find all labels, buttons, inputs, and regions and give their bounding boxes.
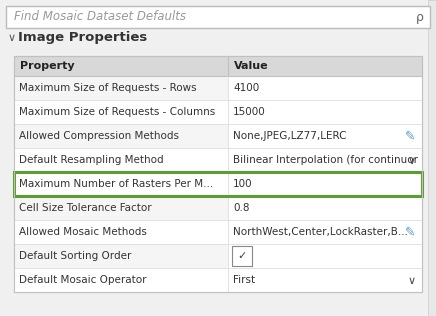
Bar [14,124,422,148]
Text: Find Mosaic Dataset Defaults: Find Mosaic Dataset Defaults [14,10,186,23]
Text: 15000: 15000 [233,107,266,117]
Bar [14,172,422,196]
Text: 4100: 4100 [233,83,259,93]
Bar [14,196,422,220]
Text: 0.8: 0.8 [233,203,250,213]
Text: Maximum Number of Rasters Per M...: Maximum Number of Rasters Per M... [19,179,213,189]
Bar [228,100,422,124]
Bar [14,56,422,76]
Text: First: First [233,275,255,285]
Bar [14,100,422,124]
Text: ∨: ∨ [408,276,416,286]
Text: ∨: ∨ [408,156,416,166]
Bar [14,56,422,292]
Text: None,JPEG,LZ77,LERC: None,JPEG,LZ77,LERC [233,131,347,141]
Text: Default Mosaic Operator: Default Mosaic Operator [19,275,146,285]
Text: Property: Property [20,61,75,71]
Bar [228,196,422,220]
Bar [14,148,422,172]
Bar [228,268,422,292]
Bar [228,220,422,244]
Text: Bilinear Interpolation (for continuor: Bilinear Interpolation (for continuor [233,155,418,165]
Bar [232,246,252,266]
Bar [14,172,422,196]
Text: NorthWest,Center,LockRaster,B...: NorthWest,Center,LockRaster,B... [233,227,408,237]
Bar [14,76,422,100]
Text: ✓: ✓ [238,251,247,261]
Bar [14,56,422,292]
Bar [428,0,436,316]
Text: Default Sorting Order: Default Sorting Order [19,251,131,261]
Text: ρ: ρ [416,10,424,23]
Bar [14,220,422,244]
Bar [6,6,430,28]
Text: ∨: ∨ [8,33,16,43]
Text: Cell Size Tolerance Factor: Cell Size Tolerance Factor [19,203,152,213]
Bar [228,244,422,268]
Bar [228,148,422,172]
Bar [14,268,422,292]
Text: Maximum Size of Requests - Rows: Maximum Size of Requests - Rows [19,83,197,93]
Text: ✎: ✎ [405,226,415,239]
Text: Value: Value [234,61,269,71]
Text: Image Properties: Image Properties [18,32,147,45]
Text: Allowed Mosaic Methods: Allowed Mosaic Methods [19,227,147,237]
Text: 100: 100 [233,179,253,189]
Bar [14,244,422,268]
Text: Allowed Compression Methods: Allowed Compression Methods [19,131,179,141]
Bar [228,124,422,148]
Text: Maximum Size of Requests - Columns: Maximum Size of Requests - Columns [19,107,215,117]
Bar [228,172,422,196]
Text: ✎: ✎ [405,130,415,143]
Bar [228,76,422,100]
Text: Default Resampling Method: Default Resampling Method [19,155,164,165]
